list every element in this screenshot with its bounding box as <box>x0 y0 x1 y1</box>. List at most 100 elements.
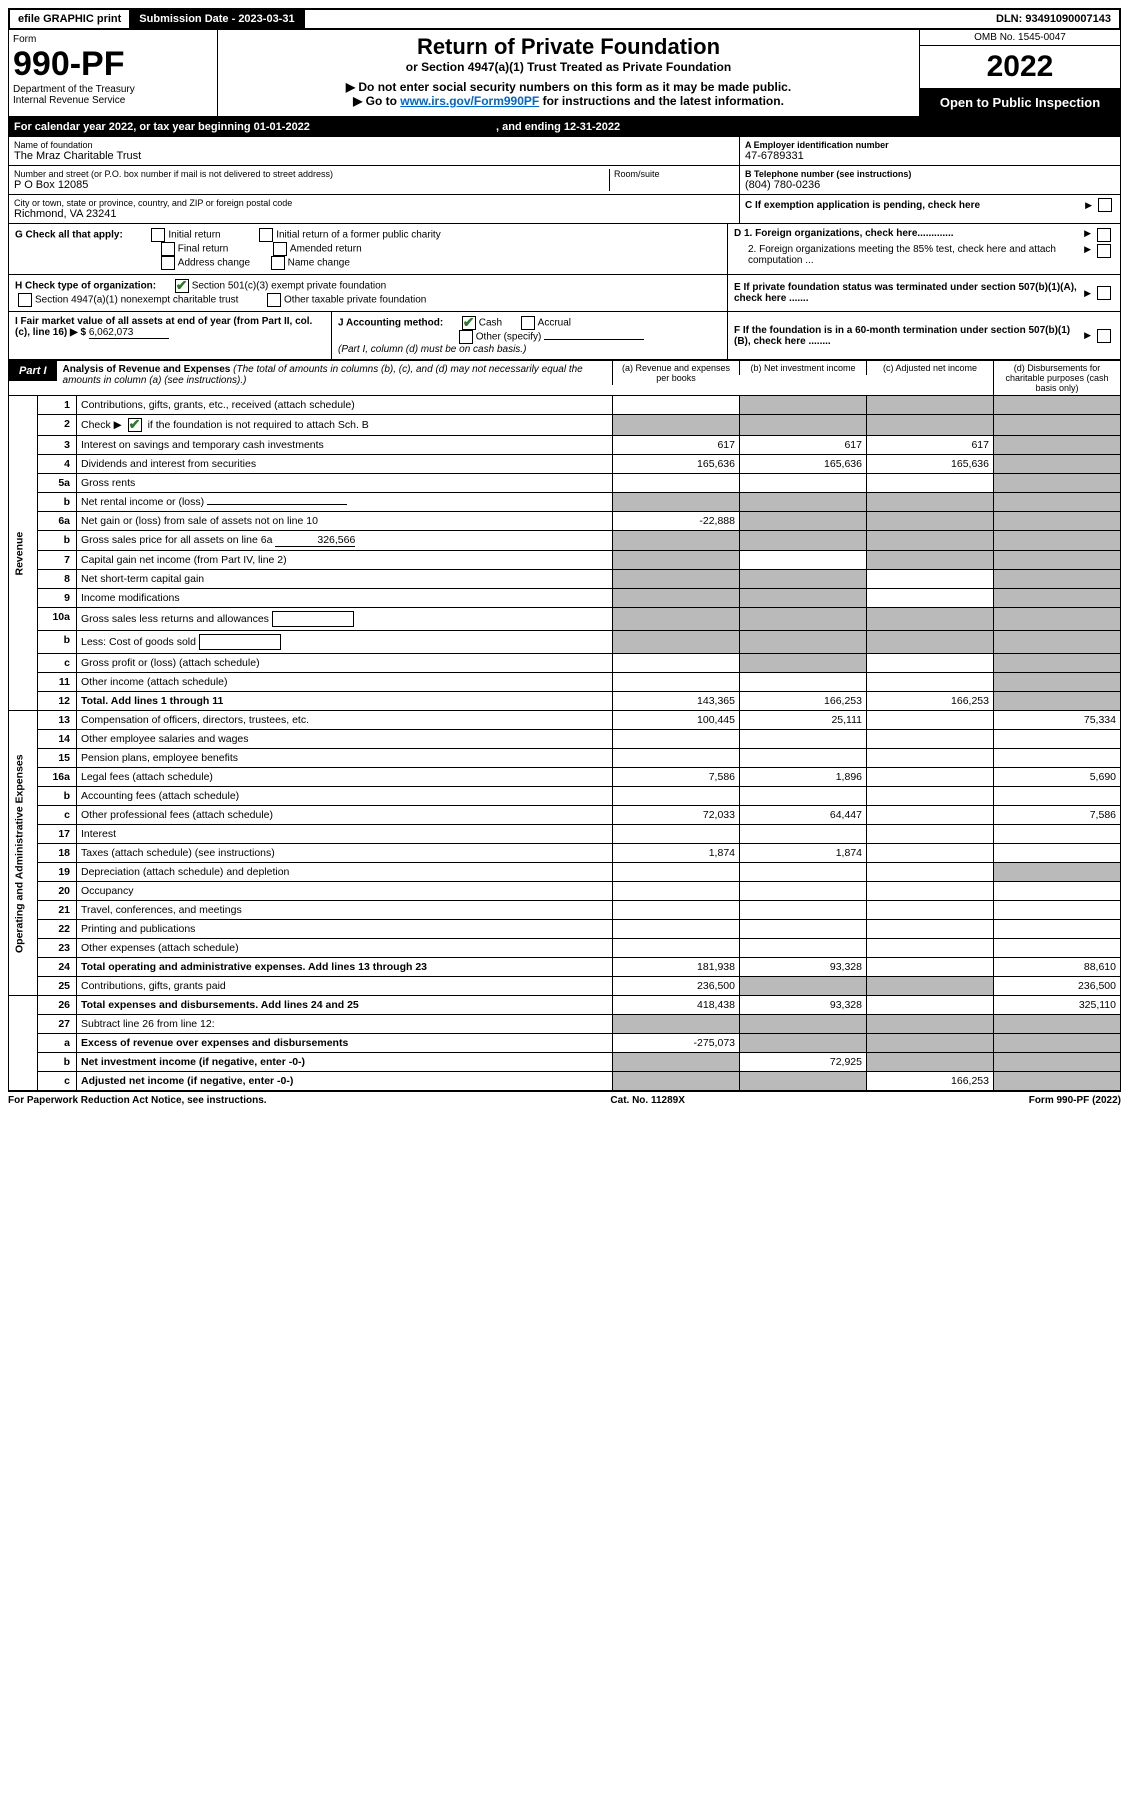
form-word: Form <box>13 34 213 45</box>
expenses-side-label: Operating and Administrative Expenses <box>9 711 38 996</box>
g-initial-cb[interactable] <box>151 228 165 242</box>
irs-link[interactable]: www.irs.gov/Form990PF <box>400 94 539 108</box>
table-row: bNet investment income (if negative, ent… <box>9 1053 1121 1072</box>
ein-label: A Employer identification number <box>745 140 1115 150</box>
table-row: bLess: Cost of goods sold <box>9 631 1121 654</box>
table-row: 20Occupancy <box>9 882 1121 901</box>
table-row: cAdjusted net income (if negative, enter… <box>9 1072 1121 1091</box>
room-label: Room/suite <box>614 169 734 179</box>
name-label: Name of foundation <box>14 140 734 150</box>
g-addr-cb[interactable] <box>161 256 175 270</box>
table-row: 22Printing and publications <box>9 920 1121 939</box>
g-name-cb[interactable] <box>271 256 285 270</box>
g-label: G Check all that apply: <box>15 230 123 241</box>
table-row: 12Total. Add lines 1 through 11143,36516… <box>9 692 1121 711</box>
table-row: bGross sales price for all assets on lin… <box>9 531 1121 551</box>
d1-cb[interactable] <box>1097 228 1111 242</box>
form-number: 990-PF <box>13 45 213 84</box>
h-501c3-cb[interactable] <box>175 279 189 293</box>
ein: 47-6789331 <box>745 150 1115 162</box>
form-ref: Form 990-PF (2022) <box>1029 1095 1121 1106</box>
e-cb[interactable] <box>1097 286 1111 300</box>
col-c-hdr: (c) Adjusted net income <box>866 361 993 375</box>
table-row: 5aGross rents <box>9 474 1121 493</box>
d1-label: D 1. Foreign organizations, check here..… <box>734 228 954 239</box>
g-final-cb[interactable] <box>161 242 175 256</box>
table-row: 4Dividends and interest from securities1… <box>9 455 1121 474</box>
table-row: 2 Check ▶ if the foundation is not requi… <box>9 415 1121 436</box>
table-row: 19Depreciation (attach schedule) and dep… <box>9 863 1121 882</box>
e-label: E If private foundation status was termi… <box>734 282 1084 304</box>
part1-tag: Part I <box>9 361 57 381</box>
j-label: J Accounting method: <box>338 318 443 329</box>
c-checkbox[interactable] <box>1098 198 1112 212</box>
form-title: Return of Private Foundation <box>222 34 915 60</box>
table-row: 7Capital gain net income (from Part IV, … <box>9 551 1121 570</box>
foundation-name: The Mraz Charitable Trust <box>14 150 734 162</box>
h-label: H Check type of organization: <box>15 281 156 292</box>
table-row: 17Interest <box>9 825 1121 844</box>
j-cash-cb[interactable] <box>462 316 476 330</box>
table-row: 18Taxes (attach schedule) (see instructi… <box>9 844 1121 863</box>
part1-title: Analysis of Revenue and Expenses <box>63 364 231 375</box>
c-label: C If exemption application is pending, c… <box>745 200 1085 211</box>
address: P O Box 12085 <box>14 179 609 191</box>
table-row: 26Total expenses and disbursements. Add … <box>9 996 1121 1015</box>
city-label: City or town, state or province, country… <box>14 198 734 208</box>
table-row: 21Travel, conferences, and meetings <box>9 901 1121 920</box>
table-row: 8Net short-term capital gain <box>9 570 1121 589</box>
irs: Internal Revenue Service <box>13 95 213 106</box>
table-row: aExcess of revenue over expenses and dis… <box>9 1034 1121 1053</box>
phone: (804) 780-0236 <box>745 179 1115 191</box>
f-cb[interactable] <box>1097 329 1111 343</box>
sch-b-cb[interactable] <box>128 418 142 432</box>
table-row: cGross profit or (loss) (attach schedule… <box>9 654 1121 673</box>
table-row: 24Total operating and administrative exp… <box>9 958 1121 977</box>
ijf-row: I Fair market value of all assets at end… <box>8 312 1121 360</box>
submission-date: Submission Date - 2023-03-31 <box>131 10 304 28</box>
d2-cb[interactable] <box>1097 244 1111 258</box>
table-row: 6aNet gain or (loss) from sale of assets… <box>9 512 1121 531</box>
table-row: 25Contributions, gifts, grants paid236,5… <box>9 977 1121 996</box>
efile-label: efile GRAPHIC print <box>10 10 131 28</box>
table-row: cOther professional fees (attach schedul… <box>9 806 1121 825</box>
note-1: ▶ Do not enter social security numbers o… <box>222 80 915 94</box>
city-state-zip: Richmond, VA 23241 <box>14 208 734 220</box>
calendar-year-line: For calendar year 2022, or tax year begi… <box>8 117 1121 137</box>
revenue-side-label: Revenue <box>9 396 38 711</box>
addr-label: Number and street (or P.O. box number if… <box>14 169 609 179</box>
paperwork-notice: For Paperwork Reduction Act Notice, see … <box>8 1095 267 1106</box>
main-table: Revenue 1 Contributions, gifts, grants, … <box>8 396 1121 1091</box>
open-public: Open to Public Inspection <box>920 89 1120 116</box>
table-row: Revenue 1 Contributions, gifts, grants, … <box>9 396 1121 415</box>
table-row: 15Pension plans, employee benefits <box>9 749 1121 768</box>
j-other-cb[interactable] <box>459 330 473 344</box>
table-row: 16aLegal fees (attach schedule)7,5861,89… <box>9 768 1121 787</box>
h-4947-cb[interactable] <box>18 293 32 307</box>
col-a-hdr: (a) Revenue and expenses per books <box>612 361 739 385</box>
g-amended-cb[interactable] <box>273 242 287 256</box>
cat-no: Cat. No. 11289X <box>610 1095 684 1106</box>
g-former-cb[interactable] <box>259 228 273 242</box>
table-row: Operating and Administrative Expenses 13… <box>9 711 1121 730</box>
table-row: 27Subtract line 26 from line 12: <box>9 1015 1121 1034</box>
dln: DLN: 93491090007143 <box>988 10 1119 28</box>
j-note: (Part I, column (d) must be on cash basi… <box>338 344 526 355</box>
h-row: H Check type of organization: Section 50… <box>8 275 1121 312</box>
table-row: 9Income modifications <box>9 589 1121 608</box>
info-block: Name of foundation The Mraz Charitable T… <box>8 137 1121 224</box>
h-other-cb[interactable] <box>267 293 281 307</box>
top-bar: efile GRAPHIC print Submission Date - 20… <box>8 8 1121 30</box>
table-row: 10aGross sales less returns and allowanc… <box>9 608 1121 631</box>
form-subtitle: or Section 4947(a)(1) Trust Treated as P… <box>222 60 915 74</box>
col-b-hdr: (b) Net investment income <box>739 361 866 375</box>
table-row: 3Interest on savings and temporary cash … <box>9 436 1121 455</box>
j-accrual-cb[interactable] <box>521 316 535 330</box>
f-label: F If the foundation is in a 60-month ter… <box>734 325 1084 347</box>
part1-header: Part I Analysis of Revenue and Expenses … <box>8 360 1121 396</box>
table-row: 23Other expenses (attach schedule) <box>9 939 1121 958</box>
tax-year: 2022 <box>920 46 1120 89</box>
table-row: 14Other employee salaries and wages <box>9 730 1121 749</box>
page-footer: For Paperwork Reduction Act Notice, see … <box>8 1091 1121 1106</box>
omb-number: OMB No. 1545-0047 <box>920 30 1120 46</box>
